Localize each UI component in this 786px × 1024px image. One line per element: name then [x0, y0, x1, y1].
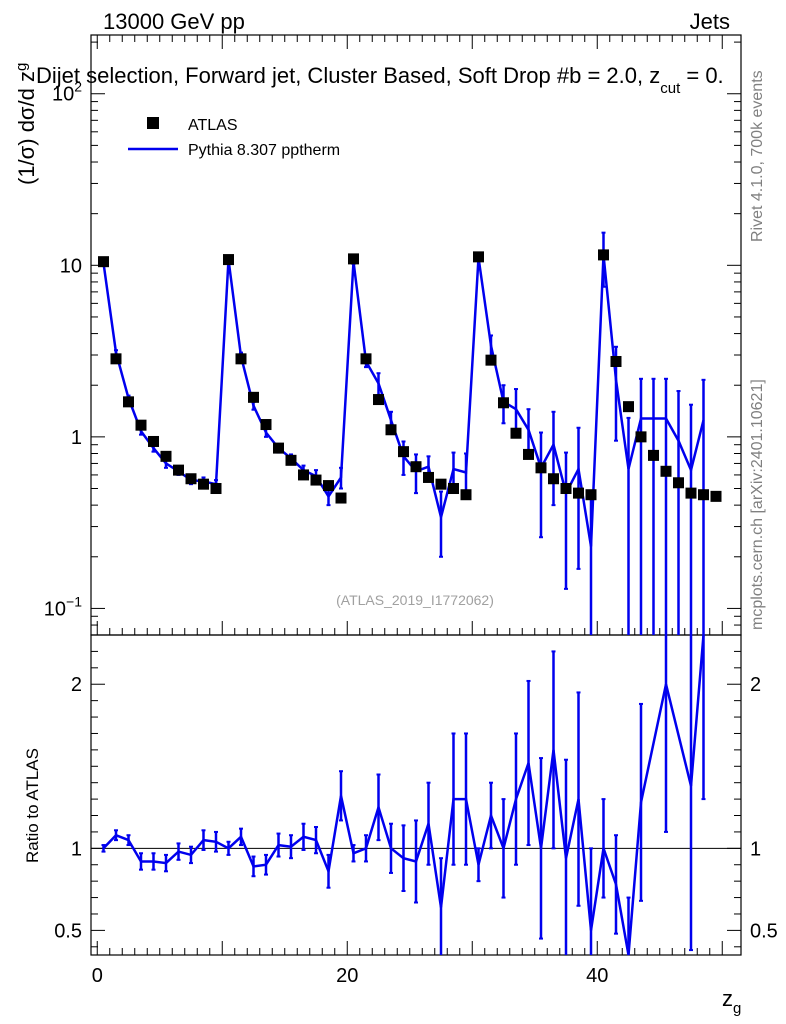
atlas-point [98, 256, 109, 268]
legend-atlas-marker [147, 117, 159, 129]
atlas-point [360, 353, 372, 365]
atlas-point [273, 442, 284, 454]
atlas-point [698, 489, 709, 501]
header-right: Jets [690, 9, 730, 34]
atlas-point [585, 489, 597, 501]
ratio-xlabel-sub: g [733, 1000, 741, 1017]
atlas-point [198, 478, 209, 490]
atlas-point [398, 446, 409, 458]
ratio-xlabel-text: z [722, 986, 733, 1011]
atlas-point [260, 419, 272, 431]
atlas-point [648, 449, 659, 461]
atlas-point [373, 394, 384, 406]
atlas-point [623, 401, 634, 413]
legend: ATLAS Pythia 8.307 pptherm [128, 117, 340, 159]
ratio-ytick-label: 0.5 [54, 920, 82, 942]
atlas-point [335, 492, 347, 504]
atlas-point [160, 450, 172, 462]
atlas-point [510, 427, 522, 439]
ratio-frame [90, 634, 742, 956]
legend-atlas-label: ATLAS [188, 117, 238, 134]
ratio-xtick-label: 40 [586, 965, 608, 987]
ratio-ytick-label-right: 0.5 [750, 920, 778, 942]
atlas-point [210, 483, 222, 495]
plot-title: Dijet selection, Forward jet, Cluster Ba… [36, 63, 724, 97]
ratio-ylabel: Ratio to ATLAS [23, 748, 42, 863]
atlas-point [223, 254, 234, 266]
mcplots-label: mcplots.cern.ch [arXiv:2401.10621] [749, 379, 766, 630]
ratio-axis-ticks: 0.5 0.51 12 20 20 40 [54, 634, 778, 987]
atlas-point [135, 419, 147, 431]
mc-line [102, 254, 705, 547]
atlas-point [348, 253, 359, 265]
plot-title-tail: = 0. [680, 63, 723, 88]
main-ylabel-sub: g [13, 63, 30, 71]
atlas-point [523, 448, 534, 460]
atlas-point [485, 354, 497, 366]
ratio-ytick-label-right: 1 [750, 838, 761, 860]
rivet-label: Rivet 4.1.0, 700k events [749, 70, 766, 242]
ratio-ytick-label: 1 [71, 838, 82, 860]
atlas-point [410, 461, 422, 473]
atlas-point [285, 454, 297, 466]
atlas-point [635, 431, 647, 443]
atlas-point [660, 465, 672, 477]
atlas-point [610, 355, 622, 367]
atlas-point [435, 478, 447, 490]
atlas-point [473, 251, 484, 263]
header-left: 13000 GeV pp [103, 9, 245, 34]
atlas-point [535, 462, 547, 474]
main-ylabel-text: (1/σ) dσ/d z [14, 71, 39, 185]
atlas-point [498, 397, 509, 409]
ratio-xlabel: zg [722, 986, 741, 1017]
atlas-point [460, 489, 472, 501]
main-ytick-label: 102 [52, 79, 82, 106]
atlas-point [385, 424, 397, 436]
main-ytick-label: 10 [60, 255, 82, 277]
legend-mc-label: Pythia 8.307 pptherm [188, 142, 340, 159]
atlas-point [123, 396, 134, 408]
atlas-point [298, 469, 309, 481]
main-ytick-label: 1 [71, 427, 82, 449]
atlas-point [185, 473, 197, 485]
ratio-line [102, 634, 705, 956]
atlas-point [248, 391, 259, 403]
atlas-point [173, 464, 184, 476]
main-mc-series [101, 231, 706, 635]
ratio-xtick-label: 0 [92, 965, 103, 987]
ratio-ytick-label-right: 2 [750, 674, 761, 696]
atlas-point [323, 480, 334, 492]
main-ylabel: (1/σ) dσ/d zg [13, 63, 39, 185]
ratio-ytick-label: 2 [71, 674, 82, 696]
atlas-point [598, 249, 609, 261]
analysis-watermark: (ATLAS_2019_I1772062) [336, 592, 494, 608]
atlas-point [110, 353, 122, 365]
main-data-series [98, 249, 722, 504]
atlas-point [710, 490, 722, 502]
ratio-xtick-label: 20 [336, 965, 358, 987]
plot-title-sub: cut [660, 80, 681, 97]
atlas-point [573, 487, 584, 499]
atlas-point [148, 435, 159, 447]
atlas-point [560, 483, 572, 495]
atlas-point [548, 473, 559, 485]
atlas-point [448, 483, 459, 495]
plot-title-main: Dijet selection, Forward jet, Cluster Ba… [36, 63, 660, 88]
atlas-point [673, 477, 684, 489]
main-ytick-label: 10−1 [44, 593, 82, 620]
main-axis-ticks: 102 10 1 10−1 [44, 35, 741, 636]
atlas-point [235, 353, 247, 365]
atlas-point [423, 471, 434, 483]
atlas-point [685, 487, 697, 499]
atlas-point [310, 474, 322, 486]
ratio-mc-series [101, 634, 706, 956]
